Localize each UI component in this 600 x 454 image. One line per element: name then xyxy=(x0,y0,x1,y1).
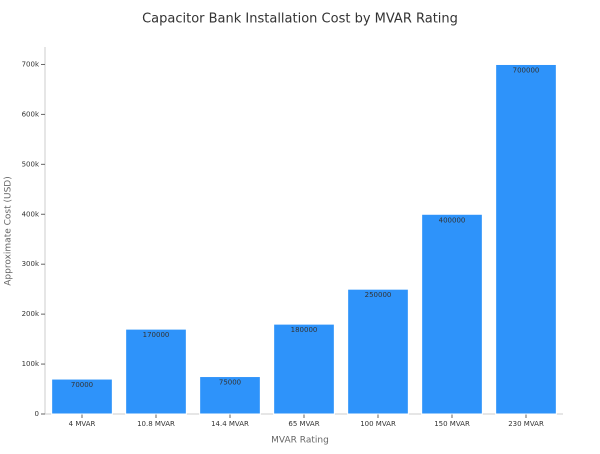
x-axis-label: MVAR Rating xyxy=(271,436,329,446)
y-tick-label: 500k xyxy=(22,160,40,168)
y-tick-label: 0 xyxy=(35,410,39,418)
data-label: 170000 xyxy=(143,331,170,339)
bar xyxy=(51,378,113,415)
bar xyxy=(495,63,557,415)
y-tick-label: 100k xyxy=(22,360,40,368)
bar xyxy=(125,328,187,415)
y-tick-label: 600k xyxy=(22,110,40,118)
x-tick-label: 100 MVAR xyxy=(360,420,396,428)
x-tick-label: 65 MVAR xyxy=(288,420,319,428)
data-label: 70000 xyxy=(71,381,93,389)
y-axis-label: Approximate Cost (USD) xyxy=(4,176,14,285)
x-tick-label: 150 MVAR xyxy=(434,420,470,428)
x-tick-label: 4 MVAR xyxy=(69,420,96,428)
y-tick-label: 700k xyxy=(22,60,40,68)
bar xyxy=(347,288,409,415)
x-tick-label: 230 MVAR xyxy=(508,420,544,428)
chart-title: Capacitor Bank Installation Cost by MVAR… xyxy=(142,12,458,27)
y-tick-label: 200k xyxy=(22,310,40,318)
data-label: 700000 xyxy=(513,66,540,74)
y-tick-label: 400k xyxy=(22,210,40,218)
data-label: 75000 xyxy=(219,379,241,387)
data-label: 400000 xyxy=(439,216,466,224)
y-tick-label: 300k xyxy=(22,260,40,268)
x-tick-label: 10.8 MVAR xyxy=(137,420,175,428)
bar xyxy=(421,213,483,415)
bar xyxy=(199,376,261,415)
bar xyxy=(273,323,335,415)
data-label: 180000 xyxy=(291,326,318,334)
data-label: 250000 xyxy=(365,291,392,299)
x-tick-label: 14.4 MVAR xyxy=(211,420,249,428)
